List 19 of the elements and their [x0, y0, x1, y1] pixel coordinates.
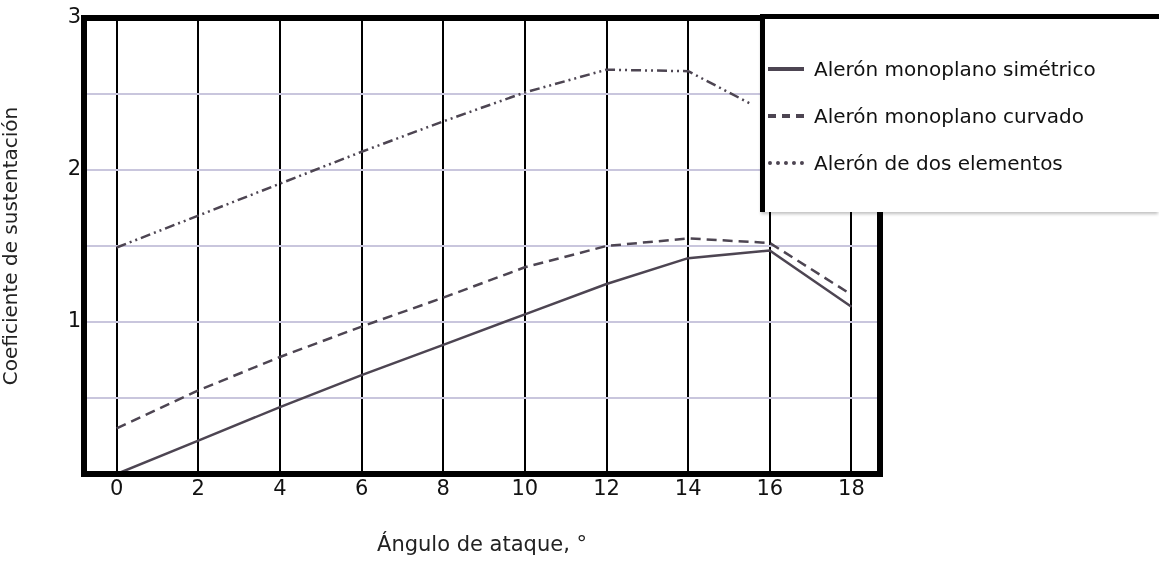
line-series [115, 68, 751, 249]
x-tick-label: 12 [593, 476, 620, 501]
x-tick-label: 14 [674, 476, 702, 501]
x-tick-label: 4 [273, 476, 287, 501]
x-tick-label: 0 [109, 476, 124, 501]
legend-label: Alerón monoplano curvado [814, 103, 1084, 128]
legend-label: Alerón de dos elementos [814, 150, 1063, 175]
y-tick-label: 1 [67, 308, 81, 333]
x-tick-label: 18 [838, 476, 865, 501]
x-tick-label: 16 [756, 476, 784, 501]
x-tick-label: 6 [354, 476, 369, 501]
legend-label: Alerón monoplano simétrico [814, 56, 1096, 81]
y-tick-label: 2 [67, 156, 81, 181]
y-tick-label: 3 [67, 4, 81, 29]
y-axis-title: Coeficiente de sustentación [0, 106, 23, 386]
x-tick-label: 8 [436, 476, 450, 501]
x-tick-label: 10 [511, 476, 539, 501]
x-tick-label: 2 [191, 476, 205, 501]
x-axis-title: Ángulo de ataque, ° [377, 530, 587, 556]
